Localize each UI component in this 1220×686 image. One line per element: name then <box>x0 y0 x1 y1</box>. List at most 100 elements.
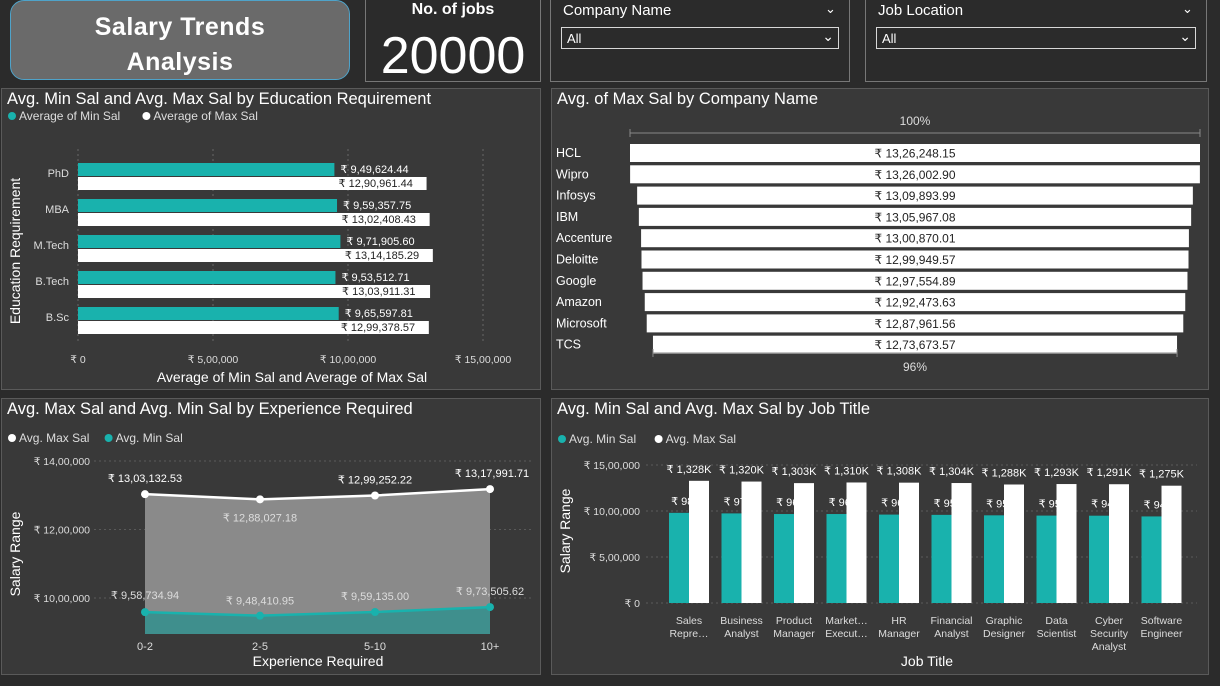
chevron-down-icon[interactable]: ⌄ <box>1179 28 1191 44</box>
x-tick-label: Business <box>720 615 763 627</box>
min-sal-data-label: ₹ 949K <box>1091 499 1127 511</box>
x-tick-label: Graphic <box>986 615 1023 627</box>
company-bar <box>652 335 1178 354</box>
experience-chart-title: Avg. Max Sal and Avg. Min Sal by Experie… <box>7 400 413 418</box>
max-sal-data-label: ₹ 12,99,252.22 <box>338 475 412 487</box>
max-sal-point <box>371 491 379 500</box>
company-data-label: ₹ 13,09,893.99 <box>874 189 955 203</box>
x-axis-title: Job Title <box>901 653 953 669</box>
chevron-down-icon[interactable]: ⌄ <box>822 28 834 44</box>
max-sal-data-label: ₹ 12,99,378.57 <box>341 322 415 334</box>
company-name-selected: All <box>567 31 582 46</box>
experience-chart: Avg. Max Sal Avg. Min Sal ₹ 10,00,000 ₹ 12,… <box>7 431 532 669</box>
job-location-selected: All <box>882 31 897 46</box>
y-axis-title: Education Requirement <box>7 178 23 324</box>
max-sal-point <box>256 495 264 504</box>
company-label: Deloitte <box>556 253 598 267</box>
legend-marker <box>104 434 113 442</box>
max-sal-bar <box>951 483 972 603</box>
min-sal-data-label: ₹ 961K <box>881 498 917 510</box>
max-sal-bar <box>899 482 919 603</box>
legend-marker <box>654 435 663 443</box>
x-tick-label: Manager <box>878 628 920 640</box>
max-sal-bar <box>1056 484 1077 603</box>
max-sal-point <box>141 490 149 499</box>
max-sal-data-label: ₹ 13,02,408.43 <box>342 214 416 226</box>
y-tick-label: ₹ 12,00,000 <box>34 525 90 537</box>
x-tick-label: Engineer <box>1140 628 1183 640</box>
company-label: Google <box>556 274 596 288</box>
company-bar <box>641 250 1189 269</box>
chevron-down-icon[interactable]: ⌄ <box>825 1 836 16</box>
education-chart: Average of Min Sal Average of Max Sal ₹ 0 ₹… <box>7 109 511 385</box>
max-sal-data-label: ₹ 13,03,911.31 <box>342 286 415 298</box>
company-label: Infosys <box>556 189 596 203</box>
company-label: HCL <box>556 146 581 160</box>
y-tick-label: ₹ 15,00,000 <box>584 460 640 472</box>
y-tick-label: ₹ 0 <box>625 598 641 610</box>
job-location-slicer-label: Job Location <box>878 2 964 19</box>
x-tick-label: Designer <box>983 628 1026 640</box>
legend-label: Avg. Max Sal <box>19 431 89 445</box>
min-sal-data-label: ₹ 9,71,905.60 <box>346 236 414 248</box>
y-tick-label: B.Tech <box>35 276 69 288</box>
company-name-slicer[interactable]: Company Name ⌄ All ⌄ <box>550 0 850 82</box>
min-sal-point <box>371 607 379 616</box>
min-sal-bar <box>1089 515 1109 603</box>
funnel-top-percent: 100% <box>900 114 931 128</box>
max-sal-data-label: ₹ 13,17,991.71 <box>455 468 529 480</box>
x-tick-label: Security <box>1090 628 1129 640</box>
chevron-down-icon[interactable]: ⌄ <box>1182 1 1193 16</box>
min-sal-data-label: ₹ 9,49,624.44 <box>340 164 408 176</box>
company-name-dropdown[interactable]: All ⌄ <box>561 27 839 49</box>
max-sal-data-label: ₹ 13,14,185.29 <box>345 250 419 262</box>
min-sal-data-label: ₹ 967K <box>776 497 812 509</box>
min-sal-bar <box>774 514 794 603</box>
x-tick-label: Scientist <box>1037 628 1077 640</box>
funnel-bottom-percent: 96% <box>903 360 927 374</box>
max-sal-bar <box>1004 484 1024 603</box>
max-sal-data-label: ₹ 1,304K <box>929 466 975 478</box>
min-sal-bar <box>78 163 335 176</box>
min-sal-bar <box>1036 515 1057 603</box>
min-sal-bar <box>826 514 847 603</box>
company-name-slicer-label: Company Name <box>563 2 672 19</box>
min-sal-bar <box>78 199 338 212</box>
min-sal-data-label: ₹ 9,48,410.95 <box>226 596 294 608</box>
min-sal-data-label: ₹ 9,59,135.00 <box>341 591 409 603</box>
x-tick-label: Cyber <box>1095 615 1124 627</box>
x-tick-label: Analyst <box>724 628 759 640</box>
company-chart: 100% HCL ₹ 13,26,248.15 Wipro ₹ 13,26,002.90… <box>556 114 1201 374</box>
job-location-slicer[interactable]: Job Location ⌄ All ⌄ <box>865 0 1207 82</box>
page-title-line1: Salary Trends <box>94 13 266 41</box>
company-label: Accenture <box>556 231 612 245</box>
company-data-label: ₹ 12,73,673.57 <box>874 338 955 352</box>
legend-label: Average of Max Sal <box>153 109 258 123</box>
x-tick-label: ₹ 10,00,000 <box>320 354 376 366</box>
company-label: IBM <box>556 210 578 224</box>
x-tick-label: Analyst <box>1092 641 1127 653</box>
max-sal-area <box>145 489 490 634</box>
max-sal-bar <box>78 285 431 298</box>
min-sal-data-label: ₹ 9,65,597.81 <box>345 308 413 320</box>
legend-marker <box>8 434 16 442</box>
company-bar <box>637 186 1193 205</box>
job-location-dropdown[interactable]: All ⌄ <box>876 27 1196 49</box>
legend-marker <box>8 112 16 120</box>
x-axis-title: Average of Min Sal and Average of Max Sa… <box>157 369 427 385</box>
legend-marker <box>142 112 151 120</box>
max-sal-data-label: ₹ 1,328K <box>667 464 713 476</box>
company-label: Microsoft <box>556 316 607 330</box>
y-tick-label: PhD <box>48 168 69 180</box>
x-tick-label: Manager <box>773 628 815 640</box>
min-sal-bar <box>669 512 689 603</box>
min-sal-data-label: ₹ 974K <box>724 496 760 508</box>
max-sal-data-label: ₹ 1,303K <box>772 466 818 478</box>
job-title-chart: Avg. Min Sal Avg. Max Sal ₹ 0 ₹ 5,00,000 ₹ 1… <box>557 432 1197 669</box>
x-tick-label: 0-2 <box>137 641 153 653</box>
min-sal-data-label: ₹ 967K <box>829 497 865 509</box>
min-sal-bar <box>1141 516 1162 603</box>
experience-chart-panel: Avg. Max Sal and Avg. Min Sal by Experie… <box>1 398 541 675</box>
min-sal-data-label: ₹ 953K <box>986 498 1022 510</box>
kpi-card: No. of jobs 20000 <box>365 0 541 85</box>
